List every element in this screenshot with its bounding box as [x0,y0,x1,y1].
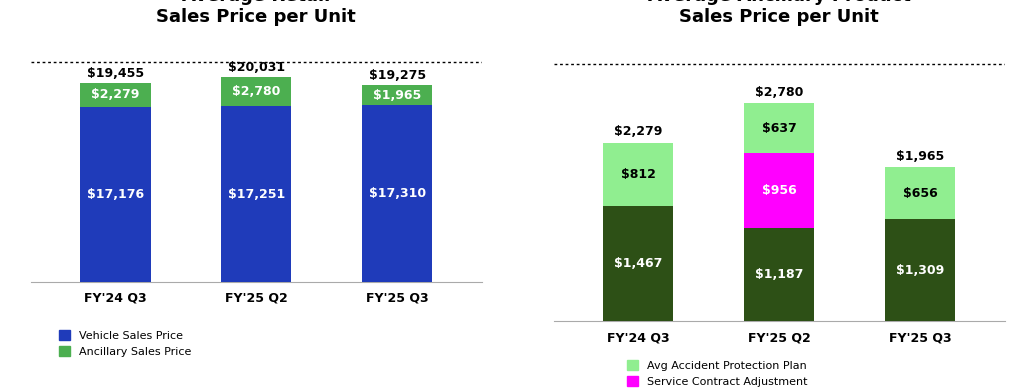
Bar [362,85,433,105]
Text: $2,780: $2,780 [754,86,804,99]
Text: $2,279: $2,279 [91,89,139,102]
Bar [885,167,955,219]
Text: $1,965: $1,965 [896,150,944,163]
Bar [80,83,151,107]
Text: $1,187: $1,187 [754,269,804,281]
Text: $17,310: $17,310 [369,187,425,200]
Text: $637: $637 [762,122,796,135]
Bar [744,229,814,321]
Text: $812: $812 [620,168,656,181]
Bar [221,106,291,282]
Text: $1,965: $1,965 [373,89,421,102]
Text: $17,176: $17,176 [87,188,144,201]
Text: $2,780: $2,780 [232,85,281,98]
Text: $19,275: $19,275 [369,69,425,82]
Bar [603,207,673,321]
Title: Average Retail
Sales Price per Unit: Average Retail Sales Price per Unit [157,0,356,26]
Text: $20,031: $20,031 [228,61,285,74]
Bar [885,219,955,321]
Legend: Avg Accident Protection Plan, Service Contract Adjustment, Avg Service Contracts: Avg Accident Protection Plan, Service Co… [626,360,808,392]
Text: $1,309: $1,309 [896,264,944,277]
Text: $956: $956 [762,184,796,198]
Title: Average Ancillary Product
Sales Price per Unit: Average Ancillary Product Sales Price pe… [648,0,910,26]
Bar [80,107,151,282]
Text: $656: $656 [903,187,937,200]
Text: $17,251: $17,251 [228,187,285,201]
Text: $2,279: $2,279 [614,125,662,138]
Bar [744,103,814,153]
Text: $19,455: $19,455 [87,67,144,80]
Text: $1,467: $1,467 [614,258,662,270]
Bar [603,143,673,207]
Bar [362,105,433,282]
Legend: Vehicle Sales Price, Ancillary Sales Price: Vehicle Sales Price, Ancillary Sales Pri… [58,330,192,357]
Bar [221,77,291,106]
Bar [744,153,814,229]
